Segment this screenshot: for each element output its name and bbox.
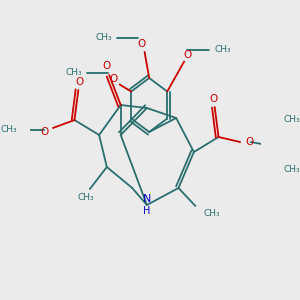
Text: CH₃: CH₃ xyxy=(78,194,94,202)
Text: CH₃: CH₃ xyxy=(283,164,300,173)
Text: H: H xyxy=(143,206,151,216)
Text: CH₃: CH₃ xyxy=(65,68,82,77)
Text: CH₃: CH₃ xyxy=(283,115,300,124)
Text: O: O xyxy=(183,50,191,61)
Text: O: O xyxy=(76,77,84,87)
Text: CH₃: CH₃ xyxy=(203,209,220,218)
Text: CH₃: CH₃ xyxy=(96,34,112,43)
Text: CH₃: CH₃ xyxy=(214,45,231,54)
Text: N: N xyxy=(143,194,151,204)
Text: O: O xyxy=(245,137,254,147)
Text: CH₃: CH₃ xyxy=(0,125,17,134)
Text: O: O xyxy=(109,74,118,83)
Text: O: O xyxy=(103,61,111,71)
Text: O: O xyxy=(209,94,217,104)
Text: O: O xyxy=(137,39,146,49)
Text: O: O xyxy=(40,127,48,137)
